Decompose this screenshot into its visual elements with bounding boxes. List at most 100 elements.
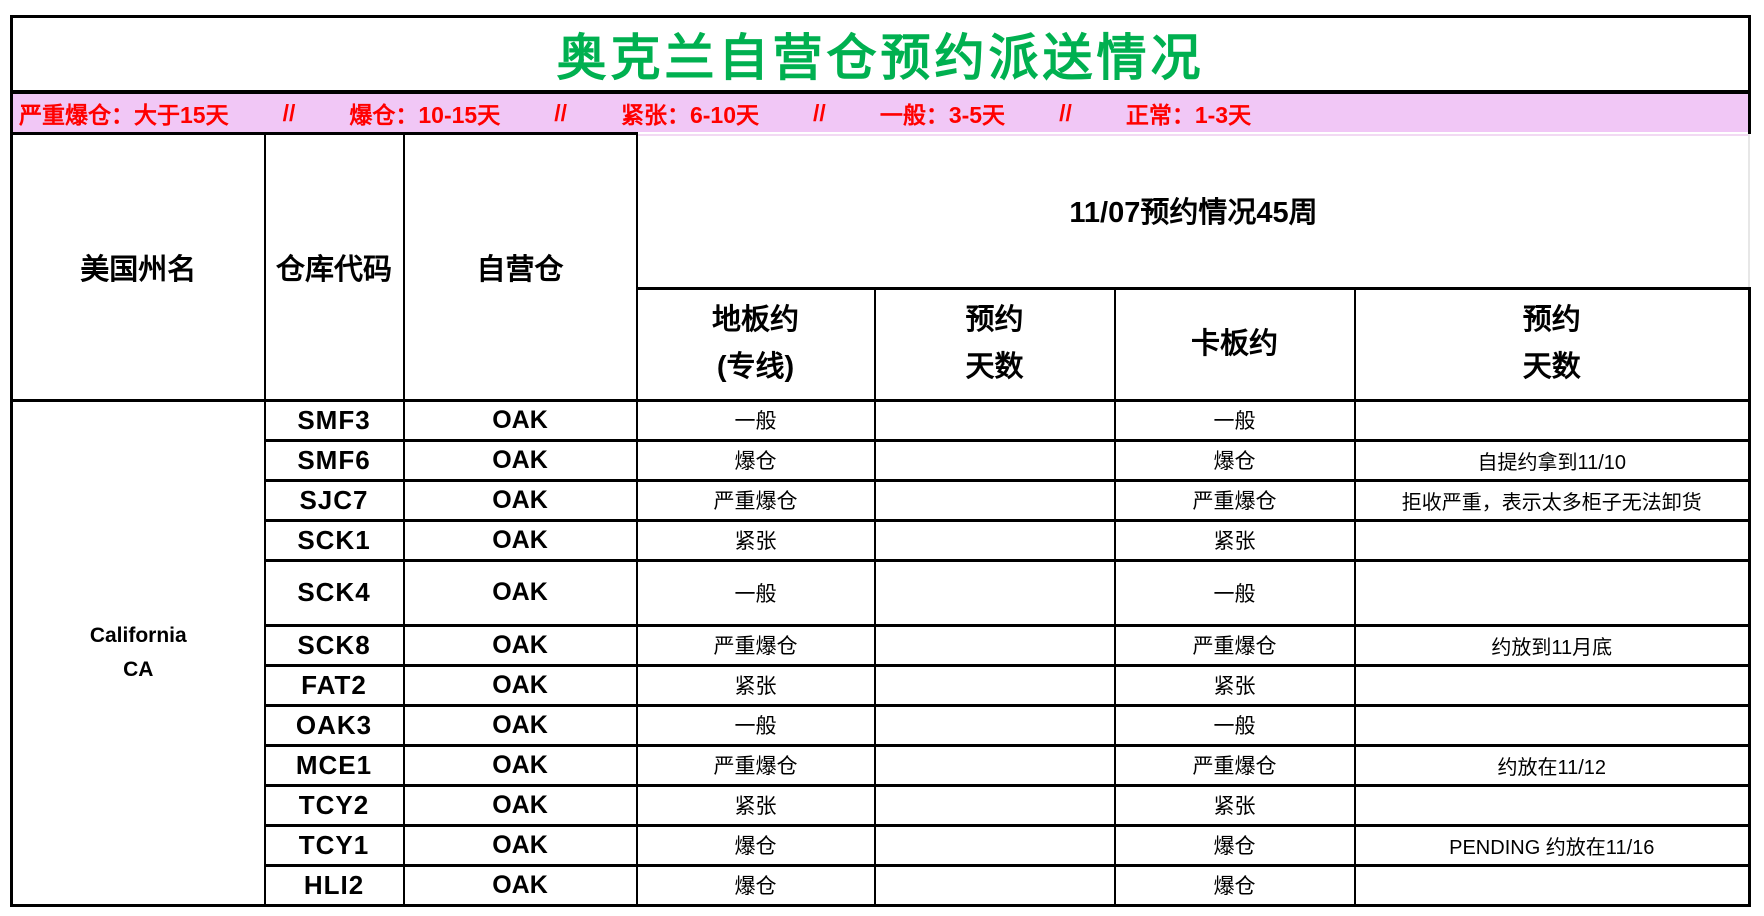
days-header-line2: 天数	[965, 351, 1024, 383]
pallet-status-cell: 紧张	[1113, 783, 1356, 827]
pallet-status-cell: 严重爆仓	[1113, 743, 1356, 787]
pallet-days-cell	[1353, 703, 1751, 747]
floor-status-cell: 严重爆仓	[635, 478, 876, 522]
floor-header-line2: (专线)	[716, 351, 795, 383]
pallet-status-cell: 紧张	[1113, 518, 1356, 562]
pallet-status-cell: 严重爆仓	[1113, 623, 1356, 667]
floor-days-cell	[873, 558, 1116, 627]
spreadsheet-sheet: 奥克兰自营仓预约派送情况 严重爆仓：大于15天 // 爆仓：10-15天 // …	[10, 15, 1751, 907]
warehouse-code-cell: SMF3	[263, 398, 405, 442]
floor-status-cell: 爆仓	[635, 863, 876, 907]
pallet-status-cell: 一般	[1113, 558, 1356, 627]
warehouse-cell: OAK	[402, 783, 638, 827]
warehouse-cell: OAK	[402, 623, 638, 667]
warehouse-code-cell: MCE1	[263, 743, 405, 787]
floor-header-line1: 地板约	[711, 304, 799, 336]
col-header-code: 仓库代码	[263, 132, 405, 402]
legend-row: 严重爆仓：大于15天 // 爆仓：10-15天 // 紧张：6-10天 // 一…	[10, 90, 1751, 135]
col-header-pallet-appointment: 卡板约	[1113, 286, 1356, 402]
pallet-days-cell	[1353, 663, 1751, 707]
pallet-days-cell	[1353, 783, 1751, 827]
pallet-status-cell: 爆仓	[1113, 438, 1356, 482]
pallet-status-cell: 一般	[1113, 398, 1356, 442]
floor-status-cell: 严重爆仓	[635, 743, 876, 787]
floor-status-cell: 爆仓	[635, 823, 876, 867]
warehouse-cell: OAK	[402, 438, 638, 482]
floor-status-cell: 紧张	[635, 518, 876, 562]
floor-status-cell: 严重爆仓	[635, 623, 876, 667]
legend-item-tight: 紧张：6-10天	[620, 102, 760, 128]
col-header-pallet-days: 预约 天数	[1353, 286, 1751, 402]
table-row: HLI2 OAK 爆仓 爆仓	[12, 863, 1751, 907]
table-row: TCY1 OAK 爆仓 爆仓 PENDING 约放在11/16	[12, 823, 1751, 867]
warehouse-cell: OAK	[402, 823, 638, 867]
floor-status-cell: 紧张	[635, 783, 876, 827]
legend-separator: //	[282, 99, 296, 126]
floor-status-cell: 爆仓	[635, 438, 876, 482]
warehouse-code-cell: SCK4	[263, 558, 405, 627]
pallet-days-cell: 约放到11月底	[1353, 623, 1751, 667]
warehouse-code-cell: SJC7	[263, 478, 405, 522]
legend-item-burst: 爆仓：10-15天	[349, 102, 501, 128]
legend-separator: //	[554, 99, 567, 126]
warehouse-code-cell: HLI2	[263, 863, 405, 907]
page-title: 奥克兰自营仓预约派送情况	[10, 15, 1751, 94]
pallet-days-cell	[1353, 863, 1751, 907]
warehouse-cell: OAK	[402, 478, 638, 522]
pallet-days-cell: PENDING 约放在11/16	[1353, 823, 1751, 867]
floor-days-cell	[873, 518, 1116, 562]
warehouse-code-cell: SCK1	[263, 518, 405, 562]
pallet-status-cell: 爆仓	[1113, 863, 1356, 907]
floor-status-cell: 紧张	[635, 663, 876, 707]
floor-status-cell: 一般	[635, 703, 876, 747]
header-row-top: 美国州名 仓库代码 自营仓 11/07预约情况45周	[10, 132, 1750, 402]
warehouse-code-cell: TCY1	[263, 823, 405, 867]
pallet-status-cell: 严重爆仓	[1113, 478, 1356, 522]
week-status-header: 11/07预约情况45周	[635, 133, 1750, 290]
col-header-state: 美国州名	[10, 132, 266, 402]
table-row: FAT2 OAK 紧张 紧张	[12, 663, 1751, 707]
floor-status-cell: 一般	[635, 558, 876, 627]
table-row: SCK8 OAK 严重爆仓 严重爆仓 约放到11月底	[12, 623, 1751, 667]
warehouse-code-cell: OAK3	[263, 703, 405, 747]
pallet-status-cell: 紧张	[1113, 663, 1356, 707]
col-header-floor-appointment: 地板约 (专线)	[635, 286, 876, 402]
pallet-status-cell: 一般	[1113, 703, 1356, 747]
title-row: 奥克兰自营仓预约派送情况	[10, 15, 1751, 94]
pallet-days-cell	[1353, 518, 1751, 562]
floor-days-cell	[873, 623, 1116, 667]
table-row: TCY2 OAK 紧张 紧张	[12, 783, 1751, 827]
table-row: SCK4 OAK 一般 一般	[12, 558, 1751, 627]
floor-days-cell	[873, 863, 1116, 907]
pallet-days-cell: 自提约拿到11/10	[1353, 438, 1751, 482]
days-header-line1: 预约	[1522, 304, 1581, 336]
legend-separator: //	[1059, 99, 1072, 126]
legend-items: 严重爆仓：大于15天 // 爆仓：10-15天 // 紧张：6-10天 // 一…	[14, 95, 1748, 131]
days-header-line1: 预约	[965, 304, 1024, 336]
pallet-status-cell: 爆仓	[1113, 823, 1356, 867]
warehouse-cell: OAK	[402, 863, 638, 907]
table-row: California CA SMF3 OAK 一般 一般	[10, 398, 1751, 907]
pallet-days-cell	[1353, 558, 1751, 627]
state-name-cell: California CA	[10, 398, 266, 907]
warehouse-cell: OAK	[402, 743, 638, 787]
state-name-line1: California	[89, 623, 187, 647]
legend-item-normal: 一般：3-5天	[879, 102, 1006, 128]
warehouse-code-cell: SMF6	[263, 438, 405, 482]
warehouse-cell: OAK	[402, 398, 638, 442]
pallet-days-cell: 约放在11/12	[1353, 743, 1751, 787]
days-header-line2: 天数	[1522, 351, 1581, 383]
legend-item-ok: 正常：1-3天	[1125, 102, 1252, 128]
floor-status-cell: 一般	[635, 398, 876, 442]
legend-bar: 严重爆仓：大于15天 // 爆仓：10-15天 // 紧张：6-10天 // 一…	[10, 90, 1751, 135]
floor-days-cell	[873, 823, 1116, 867]
pallet-days-cell	[1353, 398, 1751, 442]
table-row: SCK1 OAK 紧张 紧张	[12, 518, 1751, 562]
table-row: OAK3 OAK 一般 一般	[12, 703, 1751, 747]
floor-days-cell	[873, 663, 1116, 707]
legend-separator: //	[813, 99, 826, 126]
header-row-sub: 地板约 (专线) 预约 天数 卡板约 预约 天数	[12, 286, 1751, 402]
table-row: SMF6 OAK 爆仓 爆仓 自提约拿到11/10	[12, 438, 1751, 482]
floor-days-cell	[873, 703, 1116, 747]
col-header-floor-days: 预约 天数	[873, 286, 1116, 402]
